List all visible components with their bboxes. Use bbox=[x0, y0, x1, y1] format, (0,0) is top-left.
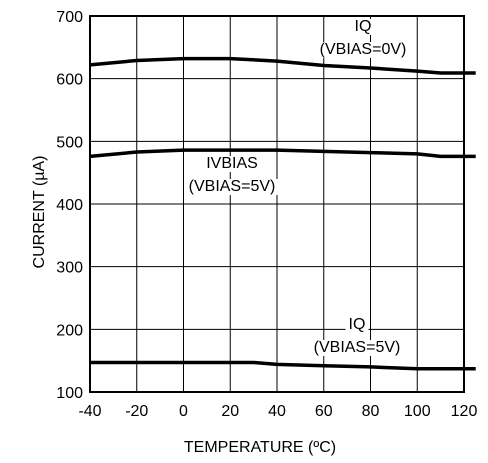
grid bbox=[90, 16, 464, 392]
annotation-text: (VBIAS=5V) bbox=[189, 178, 276, 195]
annotation-iq-vbias-0v: IQ (VBIAS=0V) bbox=[320, 18, 407, 58]
y-tick-labels: 100 200 300 400 500 600 700 bbox=[56, 9, 83, 402]
annotation-background bbox=[310, 340, 404, 356]
y-tick-label: 500 bbox=[56, 134, 83, 151]
plot-frame bbox=[89, 15, 465, 393]
x-tick-label: 20 bbox=[221, 403, 239, 420]
annotation-background bbox=[345, 317, 369, 333]
x-tick-label: 60 bbox=[315, 403, 333, 420]
iq-vbias-5v-line bbox=[90, 360, 476, 371]
x-tick-label: 100 bbox=[404, 403, 431, 420]
annotation-text: (VBIAS=0V) bbox=[320, 41, 407, 58]
y-tick-label: 700 bbox=[56, 9, 83, 26]
annotation-text: IQ bbox=[349, 316, 366, 333]
y-tick-label: 600 bbox=[56, 72, 83, 89]
y-tick-label: 400 bbox=[56, 197, 83, 214]
iq-vbias-0v-line bbox=[89, 56, 476, 75]
x-tick-label: 40 bbox=[268, 403, 286, 420]
annotation-ivbias-vbias-5v: IVBIAS (VBIAS=5V) bbox=[189, 155, 276, 195]
annotation-text: IVBIAS bbox=[206, 155, 258, 172]
x-tick-label: -40 bbox=[78, 403, 101, 420]
annotation-background bbox=[316, 42, 410, 58]
y-axis-label: CURRENT (µA) bbox=[31, 156, 48, 269]
x-tick-label: -20 bbox=[125, 403, 148, 420]
y-tick-label: 100 bbox=[56, 385, 83, 402]
series-group bbox=[89, 56, 476, 371]
y-tick-label: 200 bbox=[56, 322, 83, 339]
x-axis-label: TEMPERATURE (ºC) bbox=[184, 439, 336, 456]
annotation-iq-vbias-5v: IQ (VBIAS=5V) bbox=[314, 316, 401, 356]
annotation-text: (VBIAS=5V) bbox=[314, 339, 401, 356]
annotation-background bbox=[351, 19, 375, 35]
annotation-background bbox=[203, 156, 261, 172]
x-tick-label: 0 bbox=[179, 403, 188, 420]
x-tick-label: 120 bbox=[451, 403, 478, 420]
ivbias-vbias-5v-line bbox=[89, 148, 476, 159]
annotation-backgrounds bbox=[185, 19, 410, 356]
annotation-background bbox=[185, 179, 279, 195]
x-tick-labels: -40-20020406080100120140 bbox=[78, 403, 478, 420]
annotation-text: IQ bbox=[355, 18, 372, 35]
annotations: IQ (VBIAS=0V) IVBIAS (VBIAS=5V) IQ (VBIAS=5V) bbox=[189, 18, 407, 356]
y-tick-label: 300 bbox=[56, 260, 83, 277]
x-tick-label: 80 bbox=[362, 403, 380, 420]
